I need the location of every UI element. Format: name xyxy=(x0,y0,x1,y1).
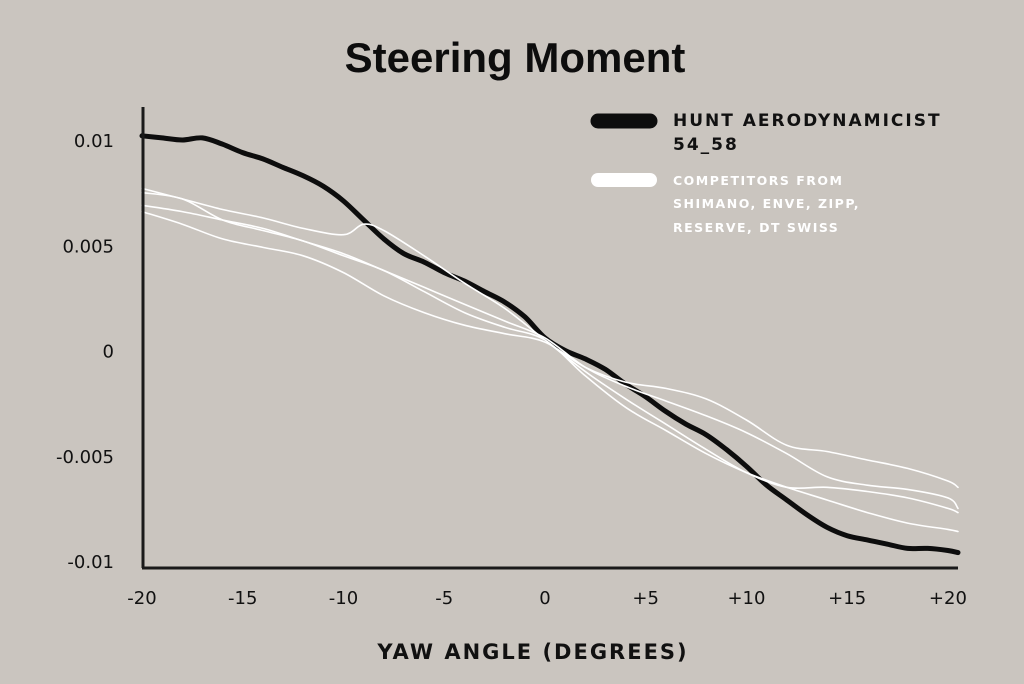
legend-competitors-line-1: COMPETITORS FROM xyxy=(673,173,843,188)
legend-competitors-line-3: RESERVE, DT SWISS xyxy=(673,220,839,235)
series-line-competitor-3 xyxy=(141,210,959,489)
y-tick-label: -0.01 xyxy=(67,552,114,573)
x-tick-label: -10 xyxy=(329,588,358,609)
y-tick-label: 0.005 xyxy=(62,236,114,257)
x-tick-label: +10 xyxy=(727,588,765,609)
x-tick-label: -5 xyxy=(435,588,453,609)
x-tick-label: 0 xyxy=(539,588,550,609)
y-tick-label: 0 xyxy=(103,342,114,363)
legend-hunt-line-2: 54_58 xyxy=(673,135,739,155)
series-line-competitor-4 xyxy=(141,204,959,510)
series-line-competitor-2 xyxy=(141,191,959,533)
x-tick-labels: -20 -15 -10 -5 0 +5 +10 +15 +20 xyxy=(127,588,967,609)
series-line-competitor-1 xyxy=(141,187,959,514)
legend: HUNT AERODYNAMICIST 54_58 COMPETITORS FR… xyxy=(590,111,942,235)
x-tick-label: -15 xyxy=(228,588,257,609)
legend-hunt-line-1: HUNT AERODYNAMICIST xyxy=(673,111,942,131)
y-tick-label: 0.01 xyxy=(74,131,114,152)
x-tick-label: +15 xyxy=(828,588,866,609)
legend-competitors-line-2: SHIMANO, ENVE, ZIPP, xyxy=(673,196,860,211)
series-layer xyxy=(139,133,961,556)
x-tick-label: -20 xyxy=(127,588,156,609)
x-axis-label: YAW ANGLE (DEGREES) xyxy=(376,640,688,664)
x-tick-label: +20 xyxy=(929,588,967,609)
y-tick-label: -0.005 xyxy=(56,447,114,468)
x-tick-label: +5 xyxy=(632,588,659,609)
y-tick-labels: 0.01 0.005 0 -0.005 -0.01 xyxy=(56,131,114,573)
chart-title: Steering Moment xyxy=(345,34,686,81)
